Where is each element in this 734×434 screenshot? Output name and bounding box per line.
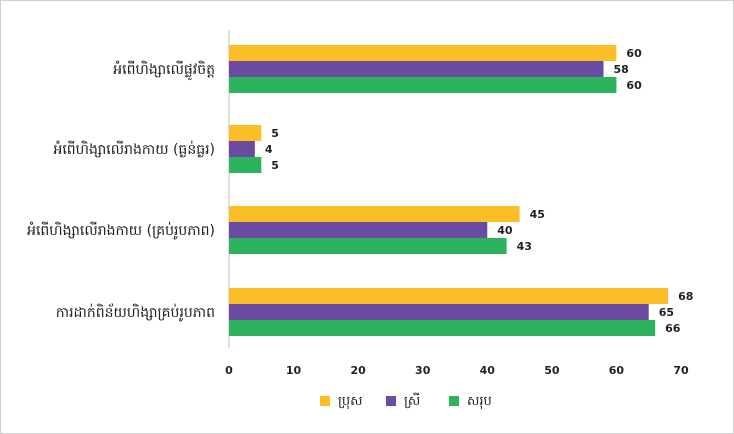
x-tick-label-50: 50 [544,364,560,377]
legend-label-3: សរុប [467,394,492,410]
data-label-3-series-2: 40 [497,224,513,237]
bar-3-series-3 [229,238,507,254]
data-label-3-series-1: 45 [530,208,545,221]
x-tick-label-70: 70 [673,364,689,377]
bar-1-series-2 [229,61,604,77]
bar-1-series-3 [229,77,617,93]
data-label-4-series-1: 68 [678,290,693,303]
x-tick-label-40: 40 [480,364,496,377]
data-label-1-series-1: 60 [626,47,642,60]
data-label-2-series-3: 5 [271,159,279,172]
bar-3-series-1 [229,206,520,222]
bar-3-series-2 [229,222,488,238]
category-label-3: អំពើហិង្សាលើរាងកាយ (គ្រប់រូបភាព) [27,221,215,240]
bar-1-series-1 [229,45,617,61]
bar-4-series-3 [229,320,656,336]
bar-2-series-3 [229,157,262,173]
data-label-2-series-2: 4 [265,143,273,156]
legend-label-2: ស្រី [404,392,420,409]
legend-swatch-2 [386,396,396,406]
x-tick-label-10: 10 [286,364,302,377]
data-label-1-series-3: 60 [626,79,642,92]
x-tick-label-60: 60 [609,364,625,377]
legend-label-1: ប្រុស [338,394,363,410]
x-tick-label-0: 0 [225,364,233,377]
data-label-3-series-3: 43 [517,240,532,253]
x-tick-label-20: 20 [350,364,366,377]
bar-4-series-1 [229,288,669,304]
legend-swatch-1 [320,396,330,406]
category-label-4: ការដាក់ពិន័យហិង្សាគ្រប់រូបភាព [56,303,215,322]
bar-4-series-2 [229,304,649,320]
data-label-4-series-2: 65 [659,306,674,319]
bar-2-series-1 [229,125,262,141]
x-tick-label-30: 30 [415,364,431,377]
data-label-4-series-3: 66 [665,322,681,335]
data-label-1-series-2: 58 [614,63,629,76]
data-label-2-series-1: 5 [271,127,279,140]
category-label-2: អំពើហិង្សាលើរាងកាយ (ធ្ងន់ធ្ងរ) [53,140,215,158]
legend-swatch-3 [449,396,459,406]
category-label-1: អំពើហិង្សាលើផ្លូវចិត្ត [113,60,215,81]
bar-2-series-2 [229,141,255,157]
